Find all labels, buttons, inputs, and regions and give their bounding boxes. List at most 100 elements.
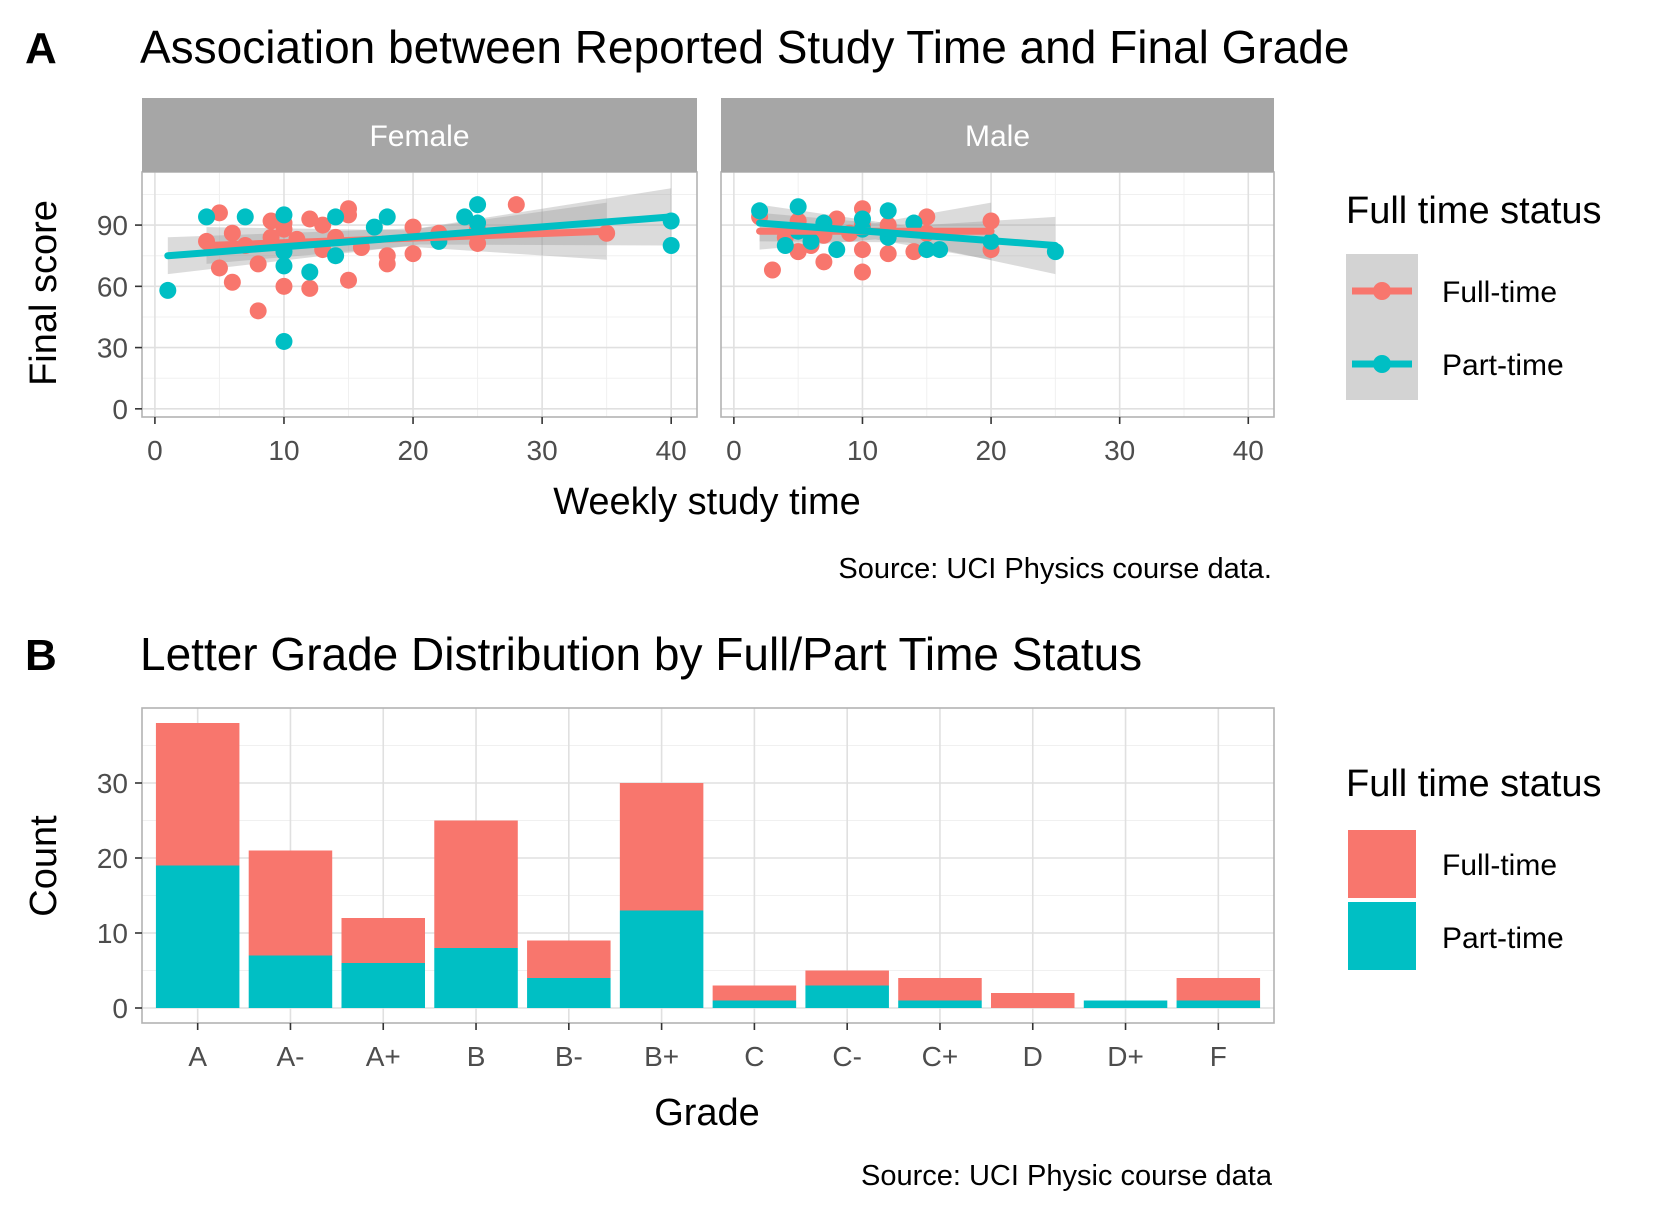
facet-plot-background — [142, 172, 697, 417]
x-tick-label: F — [1210, 1041, 1227, 1072]
data-point-part-time — [365, 218, 383, 236]
legend-a-key-background — [1346, 254, 1418, 400]
data-point-part-time — [159, 281, 177, 299]
data-point-full-time — [249, 255, 267, 273]
data-point-full-time — [507, 196, 525, 214]
data-point-part-time — [275, 206, 293, 224]
data-point-full-time — [905, 243, 923, 261]
bar-full-time-c-plus — [898, 978, 982, 1001]
y-tick-label: 0 — [112, 394, 128, 425]
bar-full-time-b-minus — [527, 940, 611, 978]
data-point-part-time — [198, 208, 216, 226]
data-point-full-time — [815, 253, 833, 271]
data-point-part-time — [469, 196, 487, 214]
data-point-full-time — [340, 206, 358, 224]
data-point-full-time — [918, 208, 936, 226]
data-point-part-time — [828, 241, 846, 259]
y-tick-label: 30 — [97, 768, 128, 799]
x-tick-label: 20 — [397, 435, 428, 466]
bar-part-time-a-minus — [248, 955, 333, 1008]
legend-b-part-time-label: Part-time — [1442, 922, 1564, 955]
data-point-full-time — [789, 243, 807, 261]
x-tick-label: 30 — [1104, 435, 1135, 466]
x-tick-label: D+ — [1107, 1041, 1144, 1072]
facet-strip — [142, 98, 697, 172]
panel-b-letter: B — [25, 631, 57, 680]
data-point-full-time — [210, 204, 228, 222]
x-tick-label: 10 — [847, 435, 878, 466]
y-tick-label: 0 — [112, 993, 128, 1024]
data-point-full-time — [982, 212, 1000, 230]
panel-a-caption: Source: UCI Physics course data. — [838, 553, 1272, 585]
x-tick-label: B- — [555, 1041, 583, 1072]
data-point-part-time — [469, 214, 487, 232]
x-tick-label: 20 — [975, 435, 1006, 466]
legend-b-full-time-label: Full-time — [1442, 849, 1557, 882]
panel-b-caption: Source: UCI Physic course data — [861, 1160, 1273, 1192]
data-point-full-time — [853, 241, 871, 259]
bar-full-time-a — [155, 723, 240, 866]
fit-line-part-time — [756, 219, 1059, 249]
facet-plot-background — [721, 172, 1274, 417]
panel-a-y-axis-title: Final score — [23, 200, 65, 386]
legend-b-full-time-key — [1348, 830, 1416, 898]
fit-line-part-time — [164, 213, 675, 260]
y-tick-label: 60 — [97, 271, 128, 302]
legend-a-full-time-label: Full-time — [1442, 276, 1557, 309]
data-point-full-time — [249, 302, 267, 320]
x-tick-label: C — [744, 1041, 764, 1072]
data-point-part-time — [776, 237, 794, 254]
legend-a-full-time-point — [1373, 282, 1391, 300]
x-tick-label: 40 — [656, 435, 687, 466]
panel-b-title: Letter Grade Distribution by Full/Part T… — [140, 628, 1142, 680]
legend-a-title: Full time status — [1346, 190, 1602, 232]
panel-b-y-axis-title: Count — [23, 815, 65, 917]
legend-b-title: Full time status — [1346, 763, 1602, 805]
facet-strip-label: Male — [965, 120, 1030, 153]
facet-strip-label: Female — [369, 120, 469, 153]
bar-part-time-b — [434, 948, 518, 1008]
data-point-full-time — [340, 271, 358, 289]
data-point-part-time — [327, 208, 345, 226]
data-point-part-time — [879, 202, 897, 220]
data-point-part-time — [236, 208, 254, 226]
legend-b-part-time-key — [1348, 902, 1416, 970]
x-tick-label: A — [188, 1041, 207, 1072]
panel-a-scatter: A Association between Reported Study Tim… — [23, 21, 1602, 585]
x-tick-label: 0 — [726, 435, 742, 466]
data-point-full-time — [301, 210, 319, 228]
data-point-part-time — [275, 332, 293, 350]
bar-full-time-a-plus — [341, 918, 425, 963]
data-point-part-time — [275, 257, 293, 275]
data-point-full-time — [262, 212, 280, 230]
x-tick-label: 40 — [1233, 435, 1264, 466]
data-point-full-time — [223, 224, 241, 242]
panel-a-legend: Full time status Full-time Part-time — [1346, 190, 1602, 400]
x-tick-label: B+ — [644, 1041, 679, 1072]
data-point-full-time — [404, 218, 422, 236]
data-point-part-time — [853, 210, 871, 228]
data-point-full-time — [210, 259, 228, 277]
bar-plot-area: A A- A+ B B- B+ C C- C+ D D+ F 0 10 20 30 — [97, 707, 1275, 1072]
data-point-full-time — [275, 277, 293, 295]
data-point-full-time — [828, 210, 846, 228]
data-point-full-time — [301, 279, 319, 297]
x-tick-label: A- — [276, 1041, 304, 1072]
bar-part-time-d-plus — [1083, 1000, 1168, 1008]
data-point-part-time — [301, 263, 319, 281]
x-tick-label: C+ — [922, 1041, 959, 1072]
facet-strip — [721, 98, 1274, 172]
data-point-full-time — [314, 216, 332, 234]
panel-a-x-axis-title: Weekly study time — [553, 481, 861, 523]
data-point-part-time — [327, 247, 345, 265]
bar-full-time-a-minus — [248, 850, 333, 956]
bar-full-time-b — [434, 820, 518, 948]
bar-part-time-c-plus — [898, 1000, 982, 1008]
bar-full-time-b-plus — [619, 783, 704, 911]
bar-part-time-a-plus — [341, 963, 425, 1008]
bar-part-time-a — [155, 865, 240, 1008]
bar-full-time-f — [1176, 978, 1261, 1001]
y-tick-label: 20 — [97, 843, 128, 874]
y-tick-label: 10 — [97, 918, 128, 949]
